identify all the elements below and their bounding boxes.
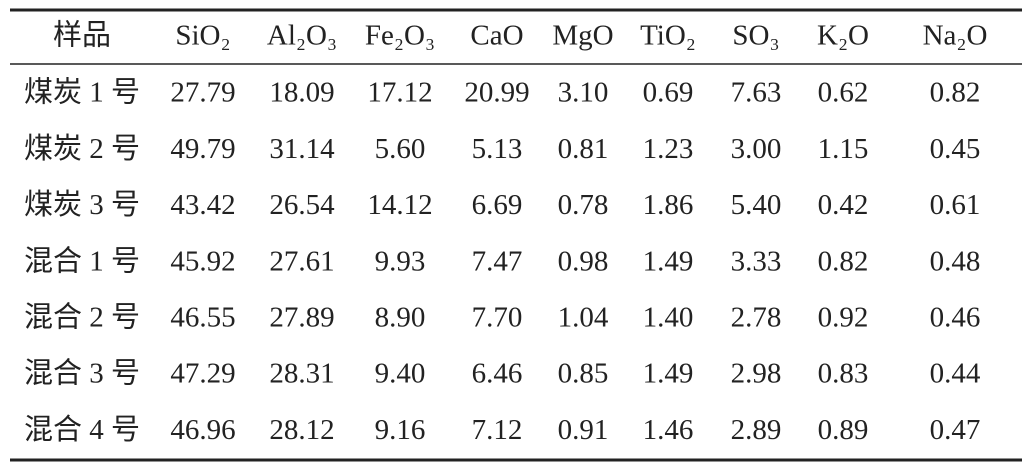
header-cell: CaO	[470, 20, 523, 52]
cell: 6.69	[472, 189, 523, 221]
cell: 0.85	[558, 358, 609, 390]
cell: 45.92	[170, 245, 235, 277]
cell: 3.33	[731, 245, 782, 277]
header-cell: K₂O	[817, 20, 869, 52]
row-label: 混合 4 号	[24, 413, 140, 446]
cell: 0.42	[818, 189, 869, 221]
row-label: 混合 3 号	[24, 357, 140, 390]
cell: 31.14	[269, 133, 335, 165]
row-label: 混合 2 号	[24, 300, 140, 333]
cell: 49.79	[170, 133, 235, 165]
cell: 7.70	[472, 301, 523, 333]
cell: 0.62	[818, 77, 869, 109]
cell: 20.99	[464, 77, 529, 109]
cell: 43.42	[170, 189, 235, 221]
cell: 0.45	[930, 133, 981, 165]
cell: 28.31	[269, 358, 334, 390]
cell: 7.63	[731, 77, 782, 109]
cell: 1.49	[643, 245, 694, 277]
cell: 5.40	[731, 189, 782, 221]
cell: 2.98	[731, 358, 782, 390]
row-label: 煤炭 3 号	[24, 188, 140, 221]
cell: 0.82	[930, 77, 981, 109]
cell: 7.47	[472, 245, 523, 277]
header-cell: SO₃	[732, 20, 779, 52]
cell: 7.12	[472, 414, 523, 446]
header-cell: Fe₂O₃	[365, 20, 435, 52]
cell: 18.09	[269, 77, 334, 109]
cell: 47.29	[170, 358, 235, 390]
cell: 0.81	[558, 133, 609, 165]
cell: 3.10	[558, 77, 609, 109]
cell: 0.48	[930, 245, 981, 277]
cell: 0.46	[930, 301, 981, 333]
cell: 1.49	[643, 358, 694, 390]
cell: 5.60	[375, 133, 426, 165]
cell: 0.89	[818, 414, 869, 446]
cell: 1.15	[818, 133, 869, 165]
cell: 17.12	[367, 77, 432, 109]
header-cell: TiO₂	[640, 20, 696, 52]
cell: 46.55	[170, 301, 235, 333]
cell: 0.98	[558, 245, 609, 277]
cell: 14.12	[367, 189, 432, 221]
cell: 1.04	[558, 301, 609, 333]
cell: 0.82	[818, 245, 869, 277]
cell: 0.92	[818, 301, 869, 333]
cell: 9.40	[375, 358, 426, 390]
row-label: 煤炭 1 号	[24, 76, 140, 109]
cell: 6.46	[472, 358, 523, 390]
cell: 26.54	[269, 189, 335, 221]
cell: 9.93	[375, 245, 426, 277]
header-cell: SiO₂	[175, 20, 230, 52]
header-cell: MgO	[552, 20, 613, 52]
cell: 3.00	[731, 133, 782, 165]
cell: 0.44	[930, 358, 981, 390]
cell: 2.78	[731, 301, 782, 333]
cell: 1.40	[643, 301, 694, 333]
cell: 8.90	[375, 301, 426, 333]
cell: 0.78	[558, 189, 609, 221]
row-label: 混合 1 号	[24, 244, 140, 277]
cell: 0.91	[558, 414, 609, 446]
cell: 27.89	[269, 301, 334, 333]
cell: 2.89	[731, 414, 782, 446]
cell: 27.79	[170, 77, 235, 109]
cell: 46.96	[170, 414, 235, 446]
header-cell: 样品	[53, 19, 111, 52]
cell: 0.61	[930, 189, 981, 221]
cell: 1.86	[643, 189, 694, 221]
cell: 0.47	[930, 414, 981, 446]
header-cell: Na₂O	[923, 20, 988, 52]
row-label: 煤炭 2 号	[24, 132, 140, 165]
cell: 27.61	[269, 245, 334, 277]
cell: 9.16	[375, 414, 426, 446]
cell: 1.23	[643, 133, 694, 165]
cell: 28.12	[269, 414, 334, 446]
cell: 1.46	[643, 414, 694, 446]
cell: 0.83	[818, 358, 869, 390]
header-cell: Al₂O₃	[267, 20, 337, 52]
cell: 5.13	[472, 133, 523, 165]
cell: 0.69	[643, 77, 694, 109]
